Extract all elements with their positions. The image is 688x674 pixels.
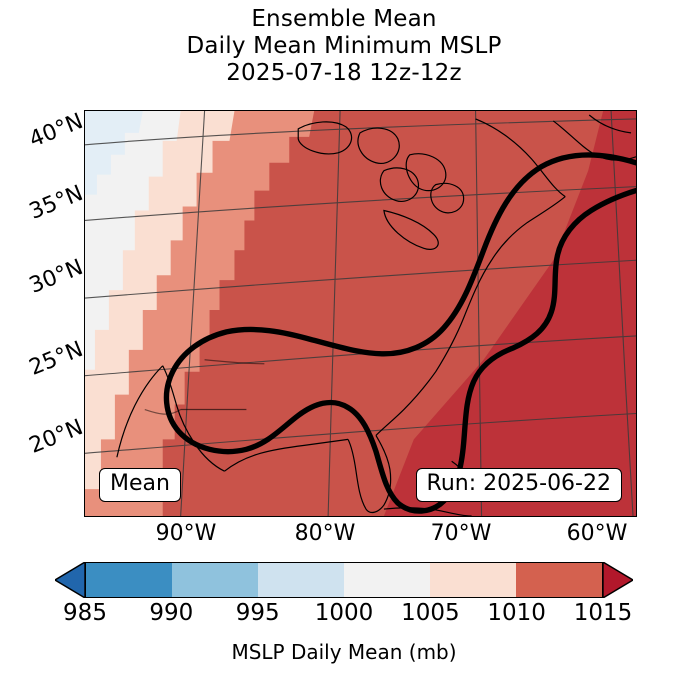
colorbar-cell-1005-1010 (430, 563, 516, 597)
colorbar-cell-1000-1005 (344, 563, 430, 597)
xtick-label-80w: 80°W (294, 521, 356, 546)
colorbar-tick-985: 985 (63, 600, 107, 626)
ytick-label-40n: 40°N (25, 108, 87, 153)
colorbar-over-arrow (603, 562, 633, 598)
ytick-label-20n: 20°N (25, 414, 87, 459)
map-svg (85, 111, 636, 516)
colorbar-axis-label: MSLP Daily Mean (mb) (231, 640, 457, 664)
colorbar-under-arrow (55, 562, 85, 598)
annotation-mean-box: Mean (99, 467, 181, 502)
title-line-3: 2025-07-18 12z-12z (226, 60, 462, 87)
graticule (85, 111, 636, 516)
ytick-label-30n: 30°N (25, 254, 87, 299)
xtick-label-70w: 70°W (430, 521, 492, 546)
colorbar-cell-1010-1015 (516, 563, 602, 597)
mean-contour-line (163, 152, 636, 514)
colorbar-cell-990-995 (172, 563, 258, 597)
annotation-run-box: Run: 2025-06-22 (415, 467, 622, 502)
colorbar-tick-1005: 1005 (401, 600, 460, 626)
title-line-1: Ensemble Mean (251, 6, 437, 32)
chart-title: Ensemble Mean Daily Mean Minimum MSLP 20… (0, 6, 688, 87)
colorbar-tick-1010: 1010 (487, 600, 546, 626)
colorbar-tick-990: 990 (149, 600, 194, 626)
colorbar-cell-985-990 (86, 563, 172, 597)
map-plot-area[interactable]: Mean Run: 2025-06-22 (84, 110, 637, 517)
colorbar-tick-1000: 1000 (314, 600, 374, 626)
colorbar-gradient (85, 562, 603, 598)
field-band-997-1000 (85, 111, 143, 195)
xtick-label-90w: 90°W (155, 521, 217, 546)
colorbar-cell-995-1000 (258, 563, 344, 597)
colorbar-tick-995: 995 (235, 600, 280, 626)
colorbar-tick-labels: 985 990 995 1000 1005 1010 1015 (63, 600, 632, 630)
colorbar-tick-1015: 1015 (573, 600, 633, 626)
ytick-label-35n: 35°N (25, 180, 87, 225)
field-band-1000-1003 (85, 111, 181, 370)
ytick-label-25n: 25°N (25, 336, 87, 381)
map-field (85, 111, 636, 516)
title-line-2: Daily Mean Minimum MSLP (186, 33, 502, 60)
field-band-over-1015 (383, 111, 636, 516)
xtick-label-60w: 60°W (566, 521, 628, 546)
colorbar[interactable]: 985 990 995 1000 1005 1010 1015 (55, 562, 633, 626)
